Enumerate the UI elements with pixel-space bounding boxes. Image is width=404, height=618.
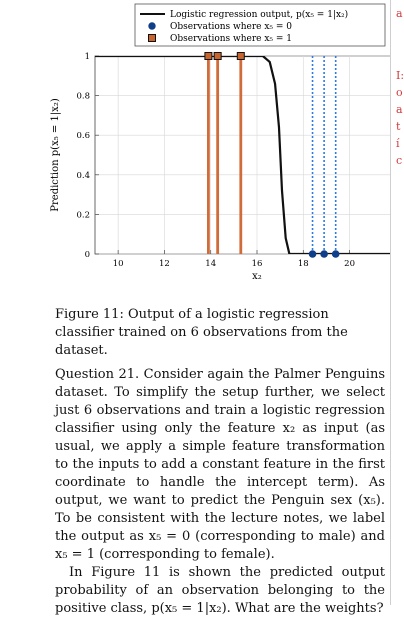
y-tick-label-4: 0.8 [76, 92, 90, 102]
margin-letter-1: a [396, 8, 403, 19]
y-tick-label-3: 0.6 [76, 131, 90, 141]
question-paragraph-2: In Figure 11 is shown the predicted outp… [55, 564, 385, 618]
observation-x5-1-1 [214, 53, 221, 60]
y-tick-label-1: 0.2 [76, 210, 90, 220]
margin-letter-2: I: [396, 70, 404, 81]
x-tick-label-0: 10 [113, 259, 124, 269]
legend-entry-x5-0: Observations where x₅ = 0 [170, 22, 292, 32]
observation-x5-0-1 [320, 250, 328, 258]
legend-observation-x5-0-marker [148, 22, 155, 29]
observation-x5-0-0 [309, 250, 317, 258]
x-tick-label-5: 20 [344, 259, 355, 269]
right-margin-rule [390, 0, 391, 605]
legend-entry-x5-1: Observations where x₅ = 1 [170, 34, 292, 44]
margin-letter-5: t [396, 121, 400, 132]
legend-observation-x5-1-marker [149, 35, 156, 42]
question-21: Question 21. Consider again the Palmer P… [55, 366, 385, 618]
y-tick-label-5: 1 [85, 52, 90, 62]
margin-letter-6: í [396, 138, 400, 149]
legend-entry-curve: Logistic regression output, p(x₅ = 1|x₂) [170, 9, 348, 20]
observation-x5-1-2 [237, 53, 244, 60]
margin-letter-7: c [396, 155, 402, 166]
margin-letter-3: o [396, 87, 403, 98]
observation-x5-1-0 [205, 53, 212, 60]
x-tick-label-4: 18 [298, 259, 309, 269]
x-tick-label-1: 12 [159, 259, 170, 269]
plot-area [95, 56, 390, 254]
legend: Logistic regression output, p(x₅ = 1|x₂)… [135, 4, 385, 46]
logistic-regression-chart: 10121416182022 00.20.40.60.81 Prediction… [40, 0, 390, 290]
margin-letter-4: a [396, 104, 403, 115]
logistic-regression-figure: 10121416182022 00.20.40.60.81 Prediction… [40, 0, 390, 290]
x-tick-label-3: 16 [252, 259, 263, 269]
page: a I: o a t í c 10121416182022 00.20.40.6… [0, 0, 404, 605]
y-tick-label-0: 0 [85, 250, 90, 260]
figure-caption: Figure 11: Output of a logistic regressi… [55, 306, 385, 360]
question-paragraph-1: Question 21. Consider again the Palmer P… [55, 366, 385, 564]
x-axis-label: x₂ [252, 271, 262, 282]
y-axis-label: Prediction p(x₅ = 1|x₂) [50, 98, 61, 212]
x-tick-label-2: 14 [205, 259, 216, 269]
y-tick-label-2: 0.4 [76, 171, 90, 181]
observations-x5-0 [309, 250, 340, 258]
observation-x5-0-2 [332, 250, 340, 258]
